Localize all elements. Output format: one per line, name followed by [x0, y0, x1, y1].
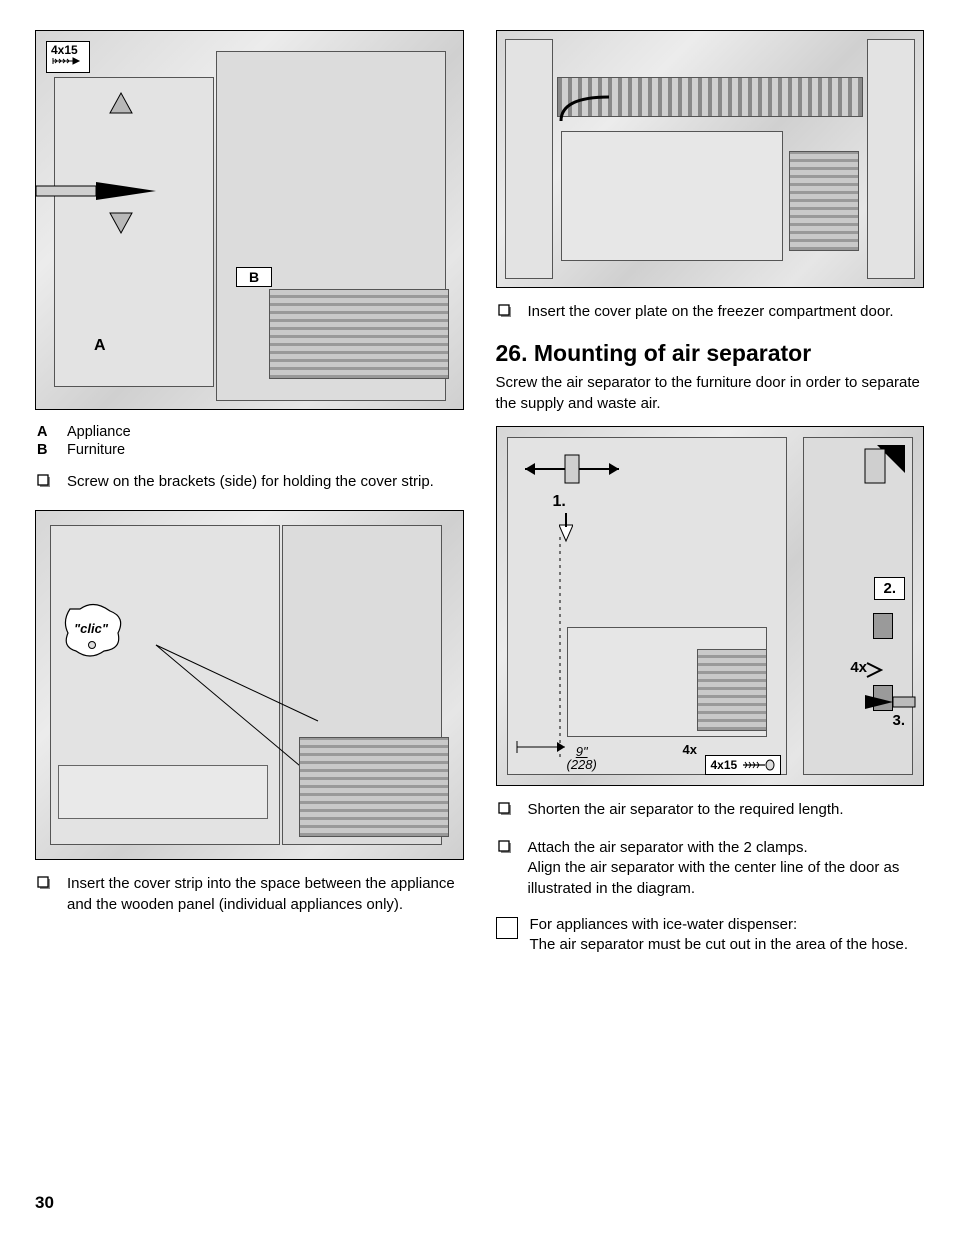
checkbox-bullet-icon — [498, 802, 514, 822]
section-number: 26. — [496, 340, 528, 366]
step-left-2: Insert the cover strip into the space be… — [37, 874, 464, 915]
fig-dim-mm: (228) — [567, 758, 597, 771]
figure-left-1: 4x15 B A — [35, 30, 464, 410]
checkbox-bullet-icon — [37, 876, 53, 915]
step-text: Insert the cover strip into the space be… — [67, 874, 464, 915]
figure-label-a: A — [94, 337, 106, 355]
checkbox-bullet-icon — [498, 840, 514, 899]
step-right-1: Insert the cover plate on the freezer co… — [498, 302, 925, 324]
step-text: Screw on the brackets (side) for holding… — [67, 472, 464, 494]
note-box-icon — [496, 917, 518, 939]
step-right-2: Shorten the air separator to the require… — [498, 800, 925, 822]
checkbox-bullet-icon — [498, 304, 514, 324]
checkbox-bullet-icon — [37, 474, 53, 494]
step-text: Insert the cover plate on the freezer co… — [528, 302, 925, 324]
figure-left-2: "clic" — [35, 510, 464, 860]
figure-right-1 — [496, 30, 925, 288]
step-text: Shorten the air separator to the require… — [528, 800, 925, 822]
section-heading: 26. Mounting of air separator — [496, 340, 925, 367]
step-left-1: Screw on the brackets (side) for holding… — [37, 472, 464, 494]
section-title: Mounting of air separator — [534, 340, 811, 366]
legend-key-b: B — [37, 442, 51, 458]
figure-label-b: B — [236, 267, 272, 287]
page-number: 30 — [35, 1193, 54, 1213]
step-text: Attach the air separator with the 2 clam… — [528, 838, 925, 899]
fig-step-2: 2. — [874, 577, 905, 600]
fig-step-1: 1. — [553, 493, 566, 511]
screw-spec-label: 4x15 — [51, 44, 85, 56]
legend-label-b: Furniture — [67, 442, 125, 458]
step-right-3: Attach the air separator with the 2 clam… — [498, 838, 925, 899]
section-intro: Screw the air separator to the furniture… — [496, 373, 925, 414]
screw-spec-label: 4x15 — [711, 758, 738, 772]
figure-legend: A Appliance B Furniture — [37, 424, 464, 458]
legend-label-a: Appliance — [67, 424, 131, 440]
note-text: For appliances with ice-water dispenser:… — [530, 915, 909, 956]
note-right-1: For appliances with ice-water dispenser:… — [496, 915, 925, 956]
figure-right-2: 1. 2. 4x 3. — [496, 426, 925, 786]
legend-key-a: A — [37, 424, 51, 440]
